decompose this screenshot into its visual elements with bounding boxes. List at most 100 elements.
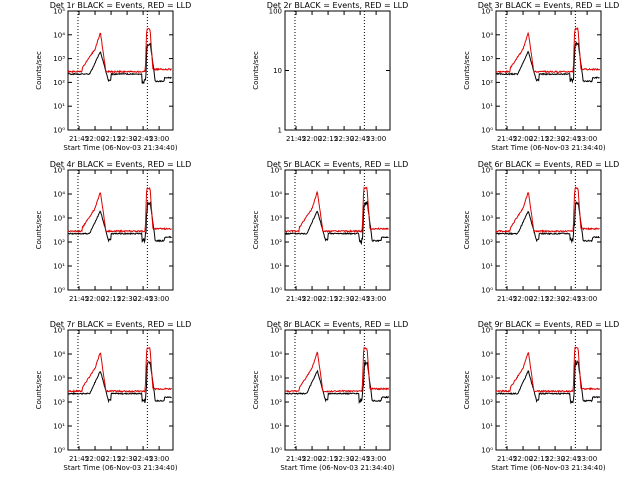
chart-title: Det 4r BLACK = Events, RED = LLD: [50, 160, 192, 169]
x-tick-label: 21:45: [286, 455, 306, 463]
y-tick-label: 10¹: [481, 423, 493, 431]
series-events-line: [67, 42, 172, 85]
x-tick-label: 22:00: [513, 295, 533, 303]
chart-title: Det 1r BLACK = Events, RED = LLD: [50, 1, 192, 10]
y-tick-label: 10⁴: [270, 351, 282, 359]
y-tick-label: 10⁴: [270, 191, 282, 199]
series-events-line: [284, 359, 390, 405]
y-tick-label: 10³: [481, 55, 493, 63]
x-tick-label: 22:00: [302, 135, 322, 143]
y-tick-label: 10⁰: [270, 287, 282, 295]
y-tick-label: 10⁴: [481, 31, 493, 39]
chart-panel-7: Det 7r BLACK = Events, RED = LLD 10⁰ 10¹ 10…: [35, 320, 191, 472]
y-tick-label: 10³: [481, 375, 493, 383]
x-tick-label: 22:15: [101, 135, 121, 143]
y-tick-label: 10: [273, 67, 282, 75]
series-lld-line: [495, 346, 601, 393]
chart-panel-2: Det 2r BLACK = Events, RED = LLD 1 10 100 21…: [252, 1, 408, 143]
y-tick-label: 100: [269, 8, 282, 16]
y-tick-label: 10⁴: [481, 191, 493, 199]
x-axis-label: Start Time (06-Nov-03 21:34:40): [280, 464, 394, 472]
y-tick-label: 10³: [270, 215, 282, 223]
x-tick-label: 23:00: [149, 455, 169, 463]
y-tick-label: 10²: [481, 79, 493, 87]
y-tick-label: 10⁵: [481, 327, 493, 335]
x-tick-label: 22:30: [117, 455, 137, 463]
y-tick-label: 10³: [270, 375, 282, 383]
x-tick-label: 23:00: [577, 295, 597, 303]
x-tick-label: 22:45: [350, 295, 370, 303]
series-events-line: [495, 200, 600, 244]
y-tick-label: 10⁵: [270, 167, 282, 175]
y-tick-label: 10⁰: [270, 447, 282, 455]
y-tick-label: 10³: [53, 215, 65, 223]
plot-frame: [284, 169, 391, 291]
series-lld-line: [495, 26, 601, 74]
y-tick-label: 10⁰: [53, 127, 65, 135]
chart-title: Det 8r BLACK = Events, RED = LLD: [267, 320, 409, 329]
x-tick-label: 22:30: [545, 455, 565, 463]
x-tick-label: 21:45: [69, 455, 89, 463]
chart-title: Det 9r BLACK = Events, RED = LLD: [478, 320, 620, 329]
x-tick-label: 22:15: [318, 295, 338, 303]
series-lld-line: [67, 27, 172, 74]
x-tick-label: 21:45: [497, 135, 517, 143]
series-lld-line: [285, 346, 390, 394]
x-tick-label: 21:45: [286, 135, 306, 143]
y-tick-label: 10³: [481, 215, 493, 223]
y-tick-label: 10⁵: [53, 8, 65, 16]
y-tick-label: 10¹: [53, 263, 65, 271]
x-tick-label: 22:00: [85, 455, 105, 463]
x-tick-label: 22:45: [133, 295, 153, 303]
y-tick-label: 10²: [481, 399, 493, 407]
x-tick-label: 22:45: [350, 135, 370, 143]
y-tick-label: 10⁵: [270, 327, 282, 335]
x-tick-label: 22:15: [101, 455, 121, 463]
x-tick-label: 23:00: [149, 295, 169, 303]
plot-frame: [284, 329, 391, 451]
x-tick-label: 22:30: [334, 455, 354, 463]
y-tick-label: 10⁵: [53, 327, 65, 335]
x-tick-label: 21:45: [286, 295, 306, 303]
series-events-line: [67, 201, 172, 244]
x-axis-label: Start Time (06-Nov-03 21:34:40): [491, 464, 605, 472]
series-events-line: [67, 361, 172, 404]
chart-panel-9: Det 9r BLACK = Events, RED = LLD 10⁰ 10¹ 10…: [463, 320, 619, 472]
y-tick-label: 10²: [270, 239, 282, 247]
x-tick-label: 22:45: [561, 295, 581, 303]
x-tick-label: 22:30: [545, 135, 565, 143]
y-tick-label: 10¹: [481, 263, 493, 271]
x-tick-label: 21:45: [69, 295, 89, 303]
y-tick-label: 10⁴: [53, 191, 65, 199]
x-tick-label: 22:45: [133, 135, 153, 143]
y-tick-label: 10⁵: [481, 167, 493, 175]
chart-title: Det 7r BLACK = Events, RED = LLD: [50, 320, 192, 329]
y-tick-label: 10¹: [481, 103, 493, 111]
x-tick-label: 22:00: [85, 135, 105, 143]
x-tick-label: 22:45: [561, 455, 581, 463]
chart-panel-8: Det 8r BLACK = Events, RED = LLD 10⁰ 10¹ 10…: [252, 320, 408, 472]
x-tick-label: 22:00: [513, 455, 533, 463]
series-lld-line: [67, 186, 172, 234]
x-tick-label: 22:15: [529, 135, 549, 143]
chart-panel-3: Det 3r BLACK = Events, RED = LLD 10⁰ 10¹ 10…: [463, 1, 619, 152]
y-tick-label: 10⁰: [481, 447, 493, 455]
y-tick-label: 10⁴: [53, 31, 65, 39]
y-axis-label: Counts/sec: [463, 211, 471, 250]
x-axis-label: Start Time (06-Nov-03 21:34:40): [63, 144, 177, 152]
series-events-line: [495, 359, 601, 405]
y-tick-label: 10⁰: [53, 447, 65, 455]
y-tick-label: 10²: [53, 79, 65, 87]
y-tick-label: 10⁵: [481, 8, 493, 16]
y-axis-label: Counts/sec: [463, 51, 471, 90]
chart-panel-5: Det 5r BLACK = Events, RED = LLD 10⁰ 10¹ 10…: [252, 160, 408, 303]
series-lld-line: [284, 186, 389, 234]
x-tick-label: 21:45: [497, 295, 517, 303]
x-tick-label: 23:00: [366, 455, 386, 463]
series-lld-line: [67, 347, 172, 393]
y-tick-label: 10⁴: [53, 351, 65, 359]
x-tick-label: 22:00: [302, 455, 322, 463]
plot-frame: [284, 10, 391, 131]
y-tick-label: 10¹: [53, 103, 65, 111]
